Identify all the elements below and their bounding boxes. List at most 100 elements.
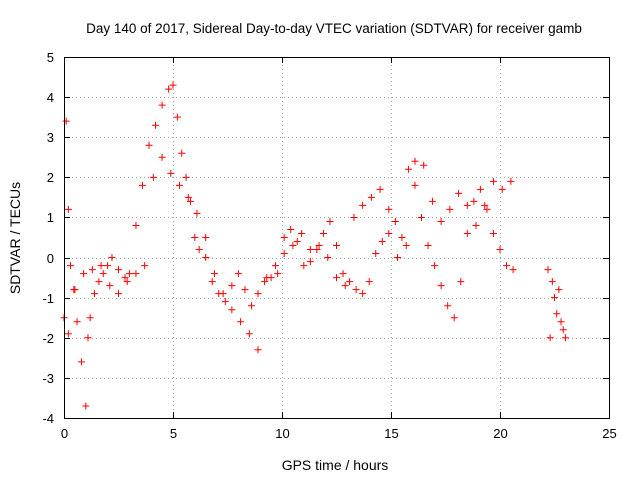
data-point	[145, 141, 153, 149]
data-point	[132, 270, 140, 278]
data-point	[553, 310, 561, 318]
data-point	[104, 262, 112, 270]
data-point	[561, 334, 569, 342]
y-tick-label: 1	[47, 210, 54, 225]
data-point	[437, 282, 445, 290]
y-tick-label: -3	[42, 371, 54, 386]
data-point	[315, 242, 323, 250]
x-tick-label: 25	[602, 426, 616, 441]
data-point	[555, 286, 563, 294]
data-point	[324, 254, 332, 262]
x-tick-label: 0	[61, 426, 68, 441]
data-point	[457, 278, 465, 286]
axis-ticks: 0 5 10 15 20 25 -4 -3 -2 -1 0 1 2 3 4 5	[42, 50, 616, 441]
data-point	[437, 217, 445, 225]
data-point	[402, 242, 410, 250]
data-point	[444, 302, 452, 310]
y-tick-label: 3	[47, 130, 54, 145]
data-point	[64, 205, 72, 213]
data-point	[476, 185, 484, 193]
data-point	[152, 121, 160, 129]
data-point	[489, 177, 497, 185]
data-point	[352, 286, 360, 294]
data-point	[245, 330, 253, 338]
data-point	[411, 181, 419, 189]
data-point	[71, 286, 79, 294]
data-point	[404, 165, 412, 173]
data-point	[306, 246, 314, 254]
data-point	[557, 318, 565, 326]
data-point	[280, 234, 288, 241]
data-point	[398, 234, 406, 241]
x-tick-label: 5	[170, 426, 177, 441]
data-point	[483, 205, 491, 213]
data-point	[241, 286, 249, 294]
data-point	[80, 270, 88, 278]
data-point	[391, 217, 399, 225]
data-point	[84, 334, 92, 342]
data-point	[298, 229, 306, 237]
data-point	[455, 189, 463, 197]
x-tick-label: 10	[275, 426, 289, 441]
data-point	[287, 225, 295, 233]
data-point	[507, 177, 515, 185]
data-point	[138, 181, 146, 189]
data-point	[394, 254, 402, 262]
data-point	[548, 278, 556, 286]
data-point	[62, 117, 70, 125]
y-tick-label: -4	[42, 411, 54, 426]
data-point	[470, 197, 478, 205]
data-point	[359, 290, 367, 298]
y-axis-label: SDTVAR / TECUs	[7, 182, 23, 294]
data-point	[551, 294, 558, 302]
data-point	[306, 258, 314, 266]
data-point	[498, 185, 506, 193]
data-point	[141, 262, 149, 270]
data-point	[195, 246, 203, 254]
data-point	[208, 278, 216, 286]
data-point	[123, 278, 131, 286]
data-point	[326, 217, 334, 225]
data-point	[91, 290, 99, 298]
data-point	[446, 205, 454, 213]
data-point	[365, 278, 373, 286]
data-point	[274, 270, 282, 278]
data-point	[463, 229, 471, 237]
data-point	[167, 169, 175, 177]
data-point	[254, 290, 262, 298]
data-point	[178, 149, 186, 157]
data-point	[496, 246, 504, 254]
data-point	[546, 334, 554, 342]
data-point	[289, 242, 297, 250]
x-tick-label: 20	[493, 426, 507, 441]
data-point	[99, 270, 107, 278]
data-point	[376, 185, 384, 193]
data-point	[115, 266, 122, 274]
data-point	[176, 181, 184, 189]
y-tick-label: -2	[42, 331, 54, 346]
data-point	[385, 229, 393, 237]
data-point	[463, 201, 471, 209]
data-point	[202, 254, 210, 262]
data-point	[82, 402, 90, 410]
data-point	[372, 250, 380, 258]
data-point	[293, 238, 301, 246]
y-tick-label: 5	[47, 50, 54, 65]
data-point	[481, 201, 489, 209]
data-point	[378, 238, 386, 246]
data-point	[237, 318, 245, 326]
data-point	[210, 270, 218, 278]
data-point	[86, 314, 94, 322]
data-point	[333, 274, 340, 282]
data-point	[165, 85, 173, 93]
data-point	[254, 346, 262, 354]
data-point	[509, 266, 517, 274]
data-point	[115, 290, 122, 298]
data-point	[132, 221, 140, 229]
data-point	[121, 274, 129, 282]
data-point	[193, 209, 201, 217]
data-point	[424, 242, 432, 250]
data-point	[67, 262, 75, 270]
data-point	[186, 197, 194, 205]
